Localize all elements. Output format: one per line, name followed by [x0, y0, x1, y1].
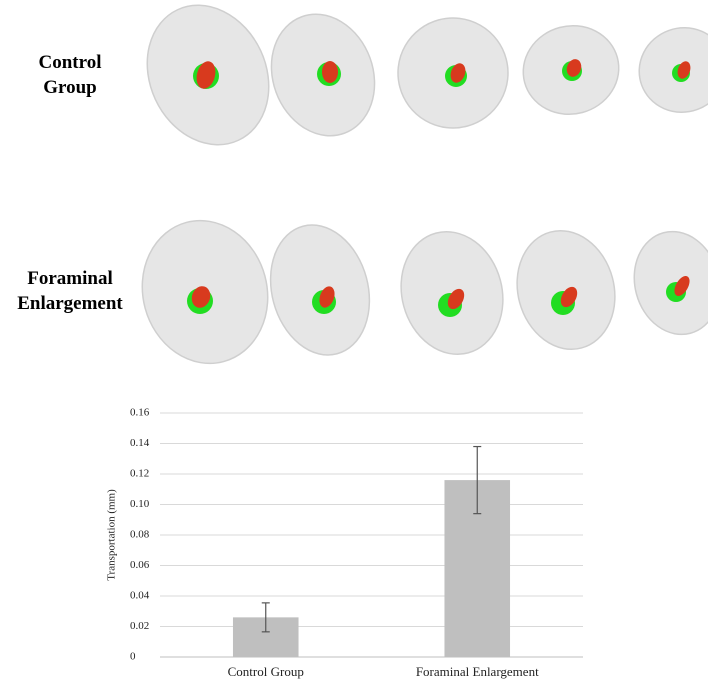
row-label: Foraminal Enlargement	[17, 268, 123, 314]
filling	[191, 286, 211, 308]
filling	[677, 61, 691, 79]
y-tick-label: 0.02	[130, 620, 149, 632]
x-tick-label: Control Group	[228, 664, 304, 679]
y-tick-label: 0.14	[130, 437, 150, 449]
y-tick-label: 0.06	[130, 559, 150, 571]
filling	[674, 276, 690, 296]
tooth-section	[633, 230, 708, 336]
filling	[319, 286, 335, 308]
filling	[450, 63, 466, 83]
filling	[560, 286, 578, 308]
filling	[322, 61, 338, 83]
error-bar	[473, 445, 482, 515]
y-tick-label: 0.16	[130, 407, 150, 419]
specimens-foraminal	[141, 219, 708, 365]
specimens-control	[146, 4, 708, 146]
x-tick-label: Foraminal Enlargement	[416, 664, 539, 679]
tooth-section	[269, 224, 371, 356]
y-tick-label: 0.12	[130, 468, 149, 480]
row-label: Control Group	[38, 52, 102, 98]
error-bar	[261, 602, 270, 633]
tooth-section	[638, 27, 708, 113]
y-tick-label: 0	[130, 651, 136, 663]
y-tick-label: 0.08	[130, 529, 150, 541]
y-tick-label: 0.04	[130, 590, 150, 602]
filling	[196, 61, 216, 89]
y-tick-label: 0.10	[130, 498, 150, 510]
filling	[566, 59, 582, 77]
filling	[447, 288, 465, 310]
y-axis-label: Transportation (mm)	[106, 489, 118, 581]
